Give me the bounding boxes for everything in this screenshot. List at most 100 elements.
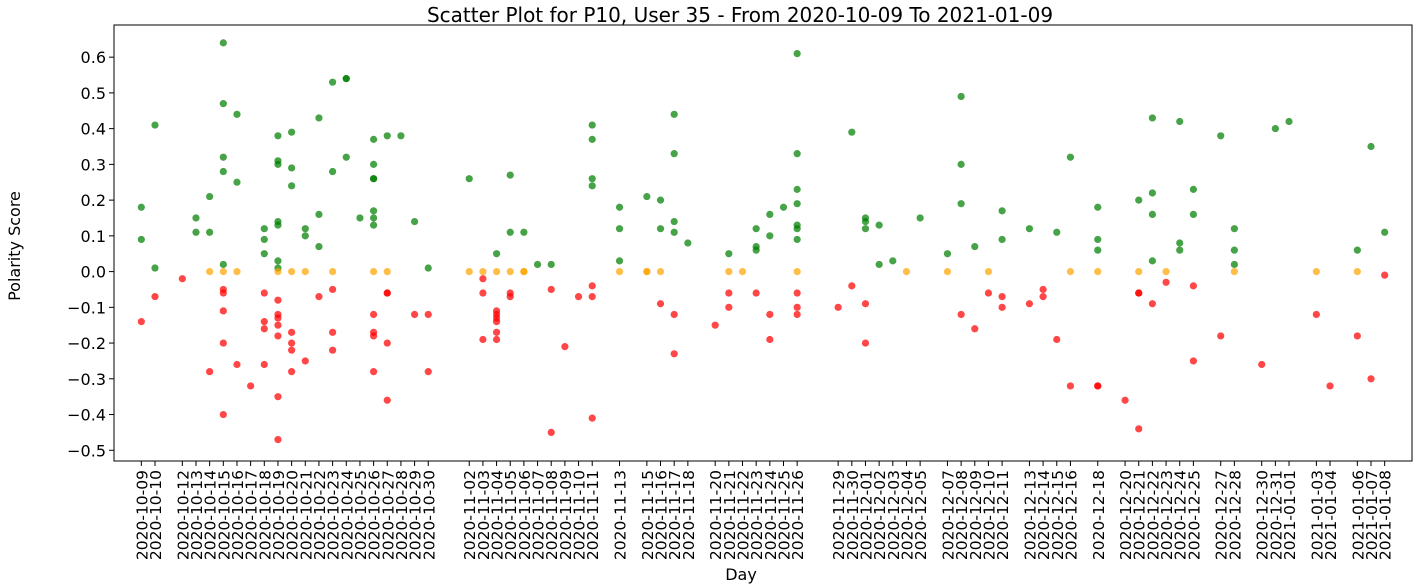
data-point	[656, 267, 665, 276]
data-point	[219, 410, 227, 419]
y-tick-label: −0.5	[67, 441, 106, 460]
data-point	[793, 200, 801, 208]
data-point	[492, 250, 501, 258]
data-point	[315, 114, 323, 122]
data-point	[274, 314, 282, 322]
data-point	[329, 78, 337, 86]
data-point	[793, 289, 801, 297]
data-point	[793, 235, 801, 244]
data-point	[151, 121, 159, 129]
data-point	[547, 428, 555, 437]
data-point	[766, 210, 774, 219]
data-point	[356, 214, 364, 222]
x-tick-label: 2020-10-27	[379, 470, 397, 560]
data-point	[1230, 246, 1238, 254]
x-tick-label: 2020-11-29	[830, 470, 848, 560]
data-point	[492, 267, 501, 276]
data-point	[137, 203, 145, 211]
data-point	[301, 232, 309, 240]
data-point	[288, 128, 296, 136]
data-point	[397, 132, 405, 140]
y-tick-label: 0.6	[81, 48, 106, 67]
x-tick-label: 2020-12-05	[912, 470, 930, 560]
data-point	[1353, 267, 1361, 276]
data-point	[834, 303, 842, 311]
x-tick-label: 2020-10-29	[407, 470, 425, 560]
x-tick-label: 2020-11-06	[516, 470, 534, 560]
x-tick-label: 2020-11-22	[735, 470, 753, 560]
data-point	[274, 393, 282, 401]
data-point	[998, 207, 1006, 215]
x-tick-label: 2021-01-08	[1377, 470, 1395, 560]
data-point	[370, 175, 378, 183]
data-point	[1189, 282, 1197, 290]
data-point	[588, 282, 596, 290]
data-point	[274, 296, 282, 304]
data-point	[861, 339, 870, 347]
data-point	[329, 267, 337, 276]
data-point	[752, 289, 760, 297]
x-tick-label: 2021-01-07	[1363, 470, 1381, 560]
data-point	[1285, 117, 1293, 126]
data-point	[1176, 246, 1184, 254]
data-point	[1230, 260, 1238, 269]
data-point	[1176, 239, 1184, 247]
data-point	[752, 225, 760, 233]
data-point	[1162, 267, 1170, 276]
x-tick-label: 2021-01-01	[1281, 470, 1299, 560]
data-point	[984, 267, 993, 276]
data-point	[151, 264, 159, 272]
x-tick-label: 2020-12-02	[871, 470, 889, 560]
data-point	[957, 92, 965, 101]
data-point	[206, 192, 214, 201]
x-tick-label: 2020-12-13	[1021, 470, 1039, 560]
data-point	[1148, 257, 1156, 265]
y-axis: −0.5 −0.4 −0.3 −0.2 −0.1 0.0 0.1 0.2 0.3 0.4 0.5 0.…	[67, 48, 114, 460]
data-point	[656, 225, 665, 233]
data-point	[492, 335, 501, 344]
data-point	[219, 39, 227, 47]
x-tick-label: 2020-12-23	[1158, 470, 1176, 560]
data-point	[848, 128, 856, 136]
data-point	[1053, 335, 1061, 344]
data-point	[861, 300, 870, 308]
chart-title: Scatter Plot for P10, User 35 - From 202…	[427, 3, 1053, 27]
data-point	[1217, 132, 1225, 140]
data-point	[424, 264, 432, 272]
data-point	[1148, 210, 1156, 219]
x-tick-label: 2020-10-17	[243, 470, 261, 560]
data-point	[561, 343, 569, 351]
y-tick-label: 0.1	[81, 227, 106, 246]
data-point	[779, 203, 788, 211]
x-tick-label: 2020-12-27	[1213, 470, 1231, 560]
data-point	[1025, 225, 1034, 233]
data-point	[848, 282, 856, 290]
data-point	[520, 267, 528, 276]
data-point	[1162, 278, 1170, 286]
data-point	[916, 214, 924, 222]
data-point	[260, 318, 268, 326]
data-point	[219, 289, 227, 297]
data-point	[506, 171, 514, 179]
data-point	[315, 242, 323, 251]
data-point	[670, 110, 678, 118]
data-point	[957, 160, 965, 168]
y-tick-label: 0.2	[81, 191, 106, 210]
data-point	[643, 192, 651, 201]
data-point	[260, 325, 268, 333]
data-point	[383, 339, 391, 347]
x-tick-label: 2020-11-02	[461, 470, 479, 560]
data-point	[192, 228, 200, 236]
data-point	[506, 293, 514, 301]
data-point	[861, 217, 870, 226]
x-tick-label: 2021-01-06	[1349, 470, 1367, 560]
data-point	[329, 285, 337, 294]
x-tick-label: 2020-10-26	[366, 470, 384, 560]
data-point	[506, 228, 514, 236]
x-tick-label: 2020-10-28	[393, 470, 411, 560]
data-point	[1148, 300, 1156, 308]
data-point	[274, 435, 282, 444]
data-point	[424, 310, 432, 319]
data-point	[301, 267, 309, 276]
data-point	[1381, 228, 1389, 236]
